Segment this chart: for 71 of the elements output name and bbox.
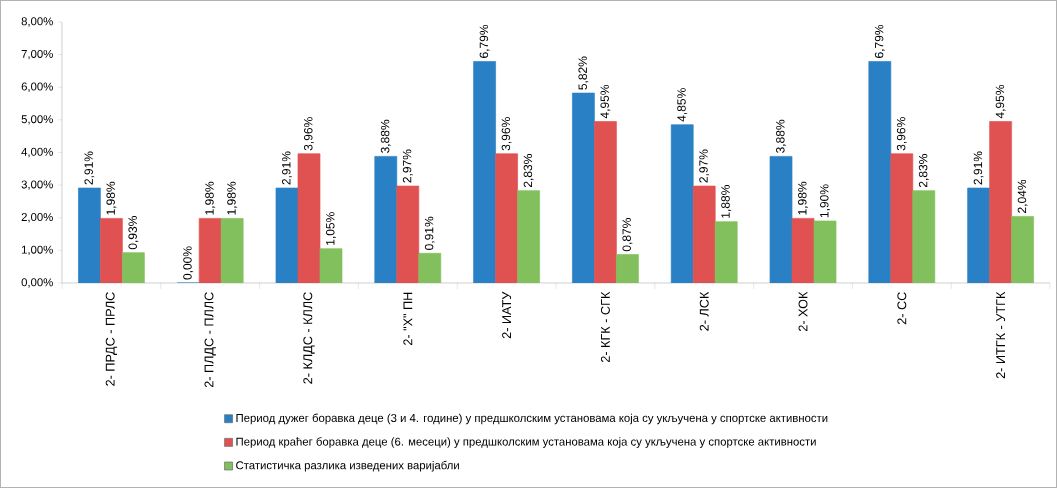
data-label: 2,04% — [1017, 179, 1028, 213]
bar — [912, 190, 936, 283]
data-label: 1,98% — [205, 181, 216, 215]
data-label: 2,97% — [699, 149, 710, 183]
x-tick-label: 2- ЛСК — [699, 291, 709, 331]
bar — [813, 220, 837, 283]
data-label: 2,83% — [918, 154, 929, 188]
data-label: 0,93% — [128, 216, 139, 250]
data-label: 0,00% — [183, 246, 194, 280]
x-tick-label: 2- ИАТУ — [502, 291, 512, 339]
bar — [374, 156, 398, 283]
y-tick-label: 6,00% — [21, 82, 53, 92]
data-label: 2,91% — [84, 151, 95, 185]
data-label: 2,91% — [973, 151, 984, 185]
bar — [714, 221, 738, 283]
data-label: 2,97% — [402, 149, 413, 183]
x-tick-label: 2- "X" ПН — [403, 292, 413, 346]
x-tick-label: 2- КЛДС - КЛЛС — [303, 292, 315, 384]
data-label: 4,85% — [677, 88, 688, 122]
bar — [275, 187, 299, 283]
x-tick-label: 2- СС — [897, 292, 907, 325]
data-label: 3,88% — [380, 119, 391, 154]
data-label: 1,98% — [227, 181, 238, 215]
bar — [473, 61, 496, 283]
x-tick-label: 2- ПЛДС - ПЛЛС — [204, 292, 216, 388]
bar — [517, 190, 540, 283]
data-label: 1,90% — [820, 184, 830, 218]
y-tick-label: 4,00% — [21, 147, 53, 158]
data-label: 3,96% — [896, 117, 907, 151]
data-label: 1,98% — [106, 181, 117, 215]
x-tick-label: 2- ИТГК - УТГК — [996, 291, 1006, 379]
x-tick-label: 2- КГК - СГК — [600, 291, 610, 363]
data-label: 4,95% — [995, 84, 1006, 119]
y-tick-label: 5,00% — [21, 115, 53, 125]
data-label: 3,96% — [304, 117, 314, 151]
bar — [418, 252, 442, 283]
legend-label: Статистичка разлика изведених варијабли — [236, 460, 459, 472]
data-label: 3,96% — [501, 117, 512, 151]
bar — [769, 156, 793, 283]
x-tick-label: 2- ПРДС - ПРЛС — [105, 292, 118, 386]
y-tick-label: 8,00% — [21, 17, 53, 27]
data-label: 0,87% — [622, 218, 633, 252]
data-label: 2,83% — [523, 154, 534, 188]
bar — [319, 248, 343, 283]
data-label: 4,95% — [600, 84, 611, 119]
legend-label: Период краћег боравка деце (6. месеци) у предшколским установама која су укључена у спортске активности — [236, 437, 816, 448]
data-label: 5,82% — [578, 56, 589, 90]
data-label: 3,88% — [776, 119, 786, 154]
data-label: 1,05% — [326, 212, 336, 245]
bar — [122, 252, 145, 283]
data-label: 6,79% — [874, 24, 885, 58]
bar — [967, 187, 990, 283]
bar — [220, 218, 244, 283]
bar — [868, 61, 892, 283]
data-label: 2,91% — [282, 151, 292, 185]
bar — [1011, 216, 1034, 283]
data-label: 0,91% — [424, 216, 435, 250]
bar — [572, 92, 595, 283]
bar — [670, 124, 694, 283]
bar — [616, 254, 639, 283]
y-tick-label: 3,00% — [21, 180, 53, 190]
x-tick-label: 2- ХОК — [798, 291, 808, 332]
y-tick-label: 0,00% — [21, 278, 53, 288]
bar — [78, 187, 101, 283]
data-label: 1,98% — [798, 181, 808, 215]
legend-label: Период дужег боравка деце (3 и 4. године) у предшколским установама која су укључена у спортске активности — [236, 413, 828, 425]
y-tick-label: 1,00% — [21, 245, 53, 256]
data-label: 6,79% — [479, 24, 490, 58]
y-tick-label: 7,00% — [21, 49, 53, 60]
y-tick-label: 2,00% — [21, 213, 53, 223]
data-label: 1,88% — [721, 185, 732, 218]
